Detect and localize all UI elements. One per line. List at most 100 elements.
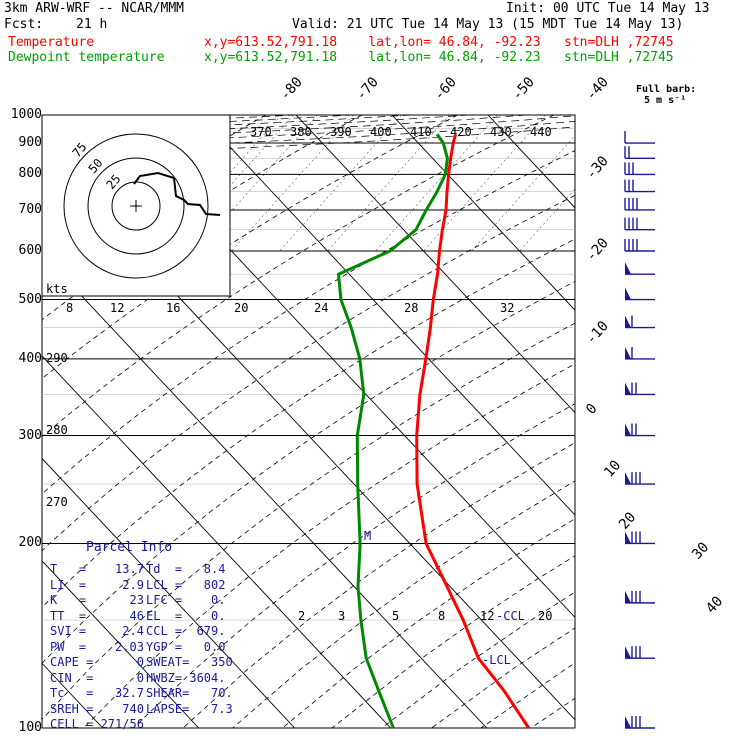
isotherm-label: 20 [616,509,639,532]
pressure-label: 700 [18,201,42,217]
wind-barb [625,531,655,545]
wind-barb [625,287,655,301]
mixing-ratio-line [195,115,318,252]
theta-label: 380 [290,125,312,139]
parcel-info-left: PW = 2.03 [50,639,144,654]
mixing-ratio-line [279,115,402,252]
barb-pennant [625,472,631,485]
wind-barb [625,346,655,360]
theta-label: 410 [410,125,432,139]
mixing-ratio-label: 28 [404,301,418,315]
isotherm-label: 10 [601,457,624,480]
isotherm-label: -20 [583,235,612,265]
dry-adiabat [42,281,575,664]
barb-pennant [625,716,631,728]
isotherm-line [199,115,575,516]
mixing-ratio-line [471,135,575,252]
isotherm-line [42,560,200,728]
fcst-value: 21 h [76,17,108,32]
dry-adiabat [730,115,740,728]
wind-barb [625,646,655,659]
isotherm-label: -30 [583,153,612,183]
barb-pennant [625,531,631,544]
dry-adiabat [331,555,575,728]
dewpoint-legend: Dewpoint temperature [8,50,165,65]
parcel-info-right: EL = 0. [146,608,226,623]
theta-label: 440 [530,125,552,139]
mixing-ratio-lines [159,115,575,252]
lcl-tag: -LCL [482,653,511,667]
mixing-ratio-line [375,115,498,252]
dry-adiabat [680,115,740,728]
kts-label: kts [46,282,68,296]
isotherm-line [295,115,575,414]
temperature-location: x,y=613.52,791.18 lat,lon= 46.84, -92.23… [204,35,674,50]
pressure-label: 1000 [10,107,42,122]
theta-label-low: 280 [46,423,68,437]
parcel-info-right: LAPSE= 7.3 [146,701,233,716]
init-time: Init: 00 UTC Tue 14 May 13 [506,1,710,16]
wind-barb [625,590,655,604]
parcel-info-left: T = 13.7 [50,562,144,576]
wind-barb [625,423,655,437]
parcel-info-left: LI = 2.9 [50,577,144,592]
barb-pennant [625,287,631,300]
wind-barb [624,217,655,231]
mixing-ratio-line [231,115,354,252]
wind-barb [624,162,655,176]
wind-barb [625,472,655,485]
isotherm-label: -80 [277,74,306,104]
parcel-info-right: YGP = 0.0 [146,639,226,654]
pressure-label: 500 [18,291,42,307]
barb-pennant [625,423,631,436]
full-barb-units: 5 m s⁻¹ [644,95,686,106]
parcel-info-left: K = 23 [50,593,144,607]
mixing-ratio-line [171,115,294,252]
dry-adiabat [630,115,740,728]
barb-pennant [625,590,631,603]
isotherm-line [487,115,575,209]
isotherm-label: 40 [703,593,726,616]
dry-adiabat [282,518,575,728]
wind-barb [624,238,655,252]
parcel-info-right: SHEAR= 70. [146,686,233,700]
dry-adiabat [42,238,575,608]
parcel-info-left: SVI = 2.4 [50,624,144,638]
mixing-ratio-low-label: 20 [538,609,552,623]
parcel-info-left: TT = 46 [50,608,144,623]
dry-adiabat [83,363,575,728]
theta-label: 370 [250,125,272,139]
wind-barb [624,146,655,159]
temperature-profile [415,133,530,729]
parcel-info-right: SWEAT= 350 [146,655,233,669]
mixing-ratio-label: 16 [166,301,180,315]
parcel-info-left: CIN = 0 [50,670,144,685]
pressure-label: 400 [18,350,42,366]
barb-pennant [625,315,631,328]
isotherm-label: -60 [431,74,460,104]
wind-barb [625,315,655,329]
theta-label: 420 [450,125,472,139]
wind-barb [624,197,655,211]
wind-barb [624,131,655,144]
parcel-info-left: CELL = 271/56 [50,717,144,731]
barb-pennant [625,346,631,359]
ccl-tag: -CCL [496,609,525,623]
hodograph-trace [133,171,221,216]
theta-label-low: 290 [46,351,68,365]
theta-label: 400 [370,125,392,139]
pressure-label: 800 [18,166,42,182]
pressure-label: 100 [18,720,42,735]
parcel-info-left: SREH = 740 [50,701,144,716]
theta-label: 390 [330,125,352,139]
mixing-ratio-label: 12 [110,301,124,315]
mixing-ratio-low-label: 3 [338,609,345,623]
wind-barb [625,262,655,275]
isotherm-line [391,115,575,311]
parcel-info-left: Tc = 32.7 [50,686,144,700]
valid-time: Valid: 21 UTC Tue 14 May 13 (15 MDT Tue … [292,17,684,32]
dry-adiabat [480,662,575,728]
fcst-label: Fcst: [4,17,44,32]
